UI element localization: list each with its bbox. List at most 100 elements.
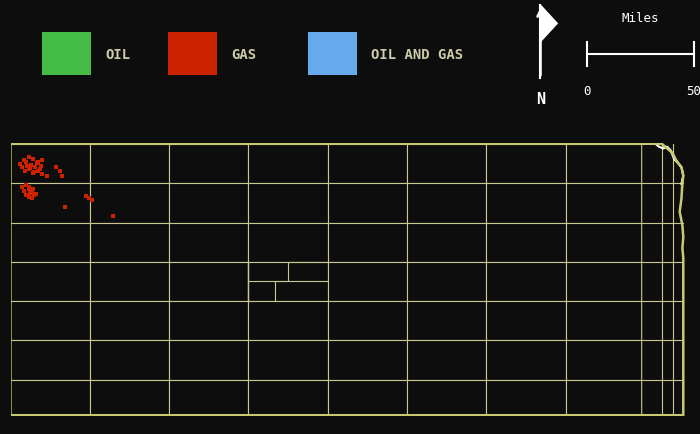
Polygon shape — [90, 262, 169, 301]
Point — [41, 173, 52, 180]
Polygon shape — [540, 6, 557, 43]
Point — [27, 170, 38, 177]
Polygon shape — [90, 223, 169, 262]
Point — [23, 194, 34, 201]
Polygon shape — [10, 145, 90, 184]
Point — [29, 193, 40, 200]
Polygon shape — [566, 262, 642, 301]
Polygon shape — [248, 184, 328, 223]
Bar — [308, 33, 357, 76]
Point — [50, 164, 62, 171]
Point — [20, 159, 32, 166]
Polygon shape — [407, 380, 486, 416]
Point — [20, 168, 31, 175]
Polygon shape — [328, 223, 407, 262]
Text: 50: 50 — [687, 85, 700, 98]
Point — [27, 189, 38, 196]
Polygon shape — [566, 184, 642, 223]
Polygon shape — [10, 301, 90, 341]
Polygon shape — [328, 341, 407, 380]
Point — [25, 165, 36, 172]
Point — [17, 184, 28, 191]
Polygon shape — [566, 341, 642, 380]
Polygon shape — [486, 145, 566, 184]
Polygon shape — [169, 380, 248, 416]
Text: 0: 0 — [583, 85, 591, 98]
Polygon shape — [407, 262, 486, 301]
Polygon shape — [90, 341, 169, 380]
Polygon shape — [169, 262, 248, 301]
Point — [80, 194, 91, 201]
Point — [29, 164, 41, 171]
Polygon shape — [328, 184, 407, 223]
Polygon shape — [90, 145, 169, 184]
Point — [27, 195, 38, 202]
Text: Miles: Miles — [622, 12, 659, 25]
Polygon shape — [248, 223, 328, 262]
Polygon shape — [407, 184, 486, 223]
Point — [20, 192, 32, 199]
Point — [86, 197, 97, 204]
Polygon shape — [642, 145, 683, 415]
Point — [60, 204, 71, 211]
Point — [18, 158, 29, 164]
Bar — [42, 33, 91, 76]
Polygon shape — [169, 341, 248, 380]
Polygon shape — [407, 341, 486, 380]
Point — [107, 213, 118, 220]
Bar — [168, 33, 217, 76]
Polygon shape — [566, 301, 642, 341]
Text: OIL AND GAS: OIL AND GAS — [371, 48, 463, 62]
Point — [32, 168, 43, 175]
Text: N: N — [536, 92, 545, 107]
Point — [25, 190, 36, 197]
Text: GAS: GAS — [231, 48, 256, 62]
Point — [31, 160, 42, 167]
Polygon shape — [90, 301, 169, 341]
Polygon shape — [407, 223, 486, 262]
Point — [36, 158, 48, 164]
Point — [24, 184, 35, 191]
Polygon shape — [248, 145, 328, 184]
Point — [29, 169, 40, 176]
Polygon shape — [486, 223, 566, 262]
Polygon shape — [248, 341, 328, 380]
Text: OIL: OIL — [105, 48, 130, 62]
Polygon shape — [328, 380, 407, 416]
Polygon shape — [486, 184, 566, 223]
Polygon shape — [10, 341, 90, 380]
Point — [18, 188, 29, 195]
Point — [27, 186, 38, 193]
Point — [24, 166, 35, 173]
Point — [36, 163, 47, 170]
Polygon shape — [486, 380, 566, 416]
Polygon shape — [328, 262, 407, 301]
Polygon shape — [407, 301, 486, 341]
Polygon shape — [486, 301, 566, 341]
Point — [21, 163, 32, 170]
Polygon shape — [486, 341, 566, 380]
Polygon shape — [10, 262, 90, 301]
Polygon shape — [169, 301, 248, 341]
Polygon shape — [10, 184, 90, 223]
Point — [14, 161, 25, 168]
Polygon shape — [328, 145, 407, 184]
Polygon shape — [90, 184, 169, 223]
Point — [23, 155, 34, 161]
Polygon shape — [169, 184, 248, 223]
Polygon shape — [248, 262, 328, 301]
Point — [55, 168, 66, 175]
Polygon shape — [248, 380, 328, 416]
Point — [26, 162, 37, 169]
Polygon shape — [566, 145, 642, 184]
Point — [36, 171, 48, 178]
Polygon shape — [10, 380, 90, 416]
Polygon shape — [566, 223, 642, 262]
Point — [30, 191, 41, 198]
Polygon shape — [90, 380, 169, 416]
Polygon shape — [486, 262, 566, 301]
Point — [17, 164, 28, 171]
Point — [35, 166, 46, 173]
Polygon shape — [169, 145, 248, 184]
Polygon shape — [169, 223, 248, 262]
